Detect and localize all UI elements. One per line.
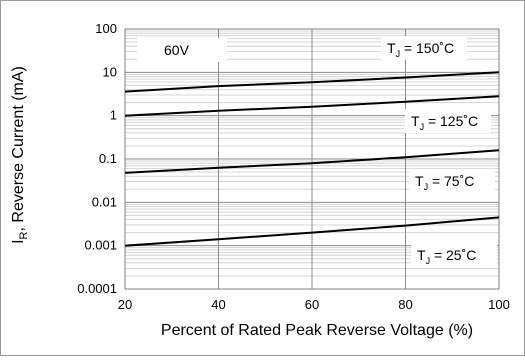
series-label-bg: [411, 243, 497, 267]
plot-border: [124, 28, 500, 290]
y-tick-label: 100: [95, 21, 117, 36]
series-label: TJ = 125˚C: [411, 113, 478, 132]
chart-svg: TJ = 150˚C TJ = 125˚C TJ = 75˚C TJ = 25˚C 0…: [10, 21, 510, 339]
annotation-60v: 60V: [137, 38, 227, 62]
series-label: TJ = 25˚C: [417, 247, 476, 266]
x-tick-label: 60: [305, 297, 319, 312]
series-label-bg: [381, 36, 467, 60]
y-tick-label: 0.1: [99, 151, 117, 166]
y-axis-title-symbol: I: [10, 239, 27, 243]
y-axis-title: IR, Reverse Current (mA): [10, 66, 30, 244]
y-axis-title-text: , Reverse Current (mA): [10, 66, 27, 231]
x-axis-title: Percent of Rated Peak Reverse Voltage (%…: [161, 322, 473, 339]
series-label-bg: [405, 109, 491, 133]
y-tick-label: 0.01: [92, 194, 117, 209]
y-tick-label: 1: [110, 108, 117, 123]
y-tick-label: 0.001: [84, 238, 117, 253]
annotation-60v-text: 60V: [164, 42, 190, 58]
x-tick-label: 20: [118, 297, 132, 312]
series-lines: [124, 71, 500, 247]
y-tick-label: 0.0001: [77, 281, 117, 296]
x-tick-label: 80: [398, 297, 412, 312]
x-tick-label: 100: [488, 297, 510, 312]
series-label: TJ = 75˚C: [415, 173, 474, 192]
series-line: [124, 149, 500, 174]
series-label-bg: [409, 169, 495, 193]
y-tick-label: 10: [103, 64, 117, 79]
x-tick-label: 40: [211, 297, 225, 312]
series-line: [124, 216, 500, 247]
series-line: [124, 95, 500, 117]
y-axis-title-subscript: R: [18, 231, 30, 239]
series-label: TJ = 150˚C: [387, 40, 454, 59]
series-line: [124, 71, 500, 93]
tick-labels: 0.0001 0.001 0.01 0.1 1 10 100 20 40 60 80 100: [77, 21, 510, 312]
series-labels: TJ = 150˚C TJ = 125˚C TJ = 75˚C TJ = 25˚C: [381, 36, 497, 267]
